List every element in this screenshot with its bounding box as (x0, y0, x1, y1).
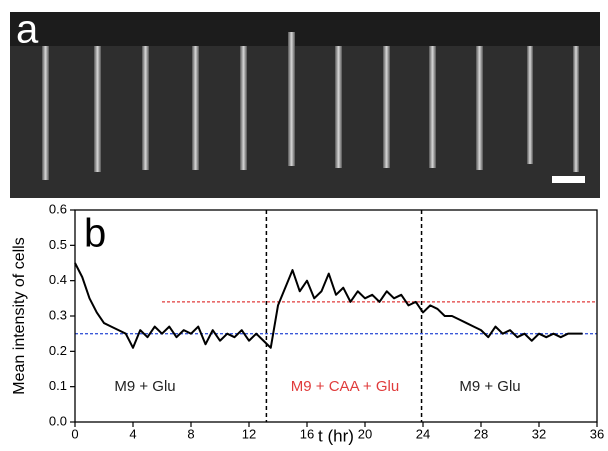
scale-bar (552, 176, 585, 183)
channel (383, 46, 390, 168)
y-tick-label: 0.4 (49, 272, 67, 287)
channel (288, 32, 295, 166)
channel (142, 46, 149, 170)
y-tick-label: 0.6 (49, 201, 67, 216)
channel (527, 46, 533, 164)
channel (476, 46, 483, 170)
y-axis-label: Mean intensity of cells (11, 237, 28, 394)
x-tick-label: 8 (187, 426, 194, 441)
x-tick-label: 28 (474, 426, 488, 441)
micrograph: a (10, 8, 600, 198)
x-tick-label: 4 (129, 426, 136, 441)
annotation: M9 + Glu (114, 378, 175, 395)
panel-label: a (16, 8, 39, 52)
y-tick-label: 0.1 (49, 378, 67, 393)
y-tick-label: 0.3 (49, 307, 67, 322)
data-line (74, 262, 583, 349)
channels (42, 32, 579, 180)
channel (192, 46, 199, 170)
plot-frame (74, 209, 598, 423)
x-tick-label: 16 (300, 426, 314, 441)
y-tick-label: 0.0 (49, 413, 67, 428)
x-tick-label: 20 (358, 426, 372, 441)
channel (42, 46, 49, 180)
x-tick-label: 0 (71, 426, 78, 441)
channel (573, 46, 579, 172)
x-tick-label: 32 (532, 426, 546, 441)
channel (94, 46, 101, 172)
x-tick-label: 36 (590, 426, 604, 441)
y-tick-label: 0.2 (49, 343, 67, 358)
channel (240, 46, 247, 170)
x-tick-label: 24 (416, 426, 430, 441)
x-tick-label: 12 (242, 426, 256, 441)
channel (335, 46, 342, 168)
x-axis-label: t (hr) (318, 426, 354, 445)
annotation: M9 + Glu (459, 378, 520, 395)
channel (429, 46, 436, 168)
image-top-band (10, 12, 600, 46)
panel-label: b (84, 212, 106, 256)
annotation: M9 + CAA + Glu (291, 378, 399, 395)
y-tick-label: 0.5 (49, 237, 67, 252)
